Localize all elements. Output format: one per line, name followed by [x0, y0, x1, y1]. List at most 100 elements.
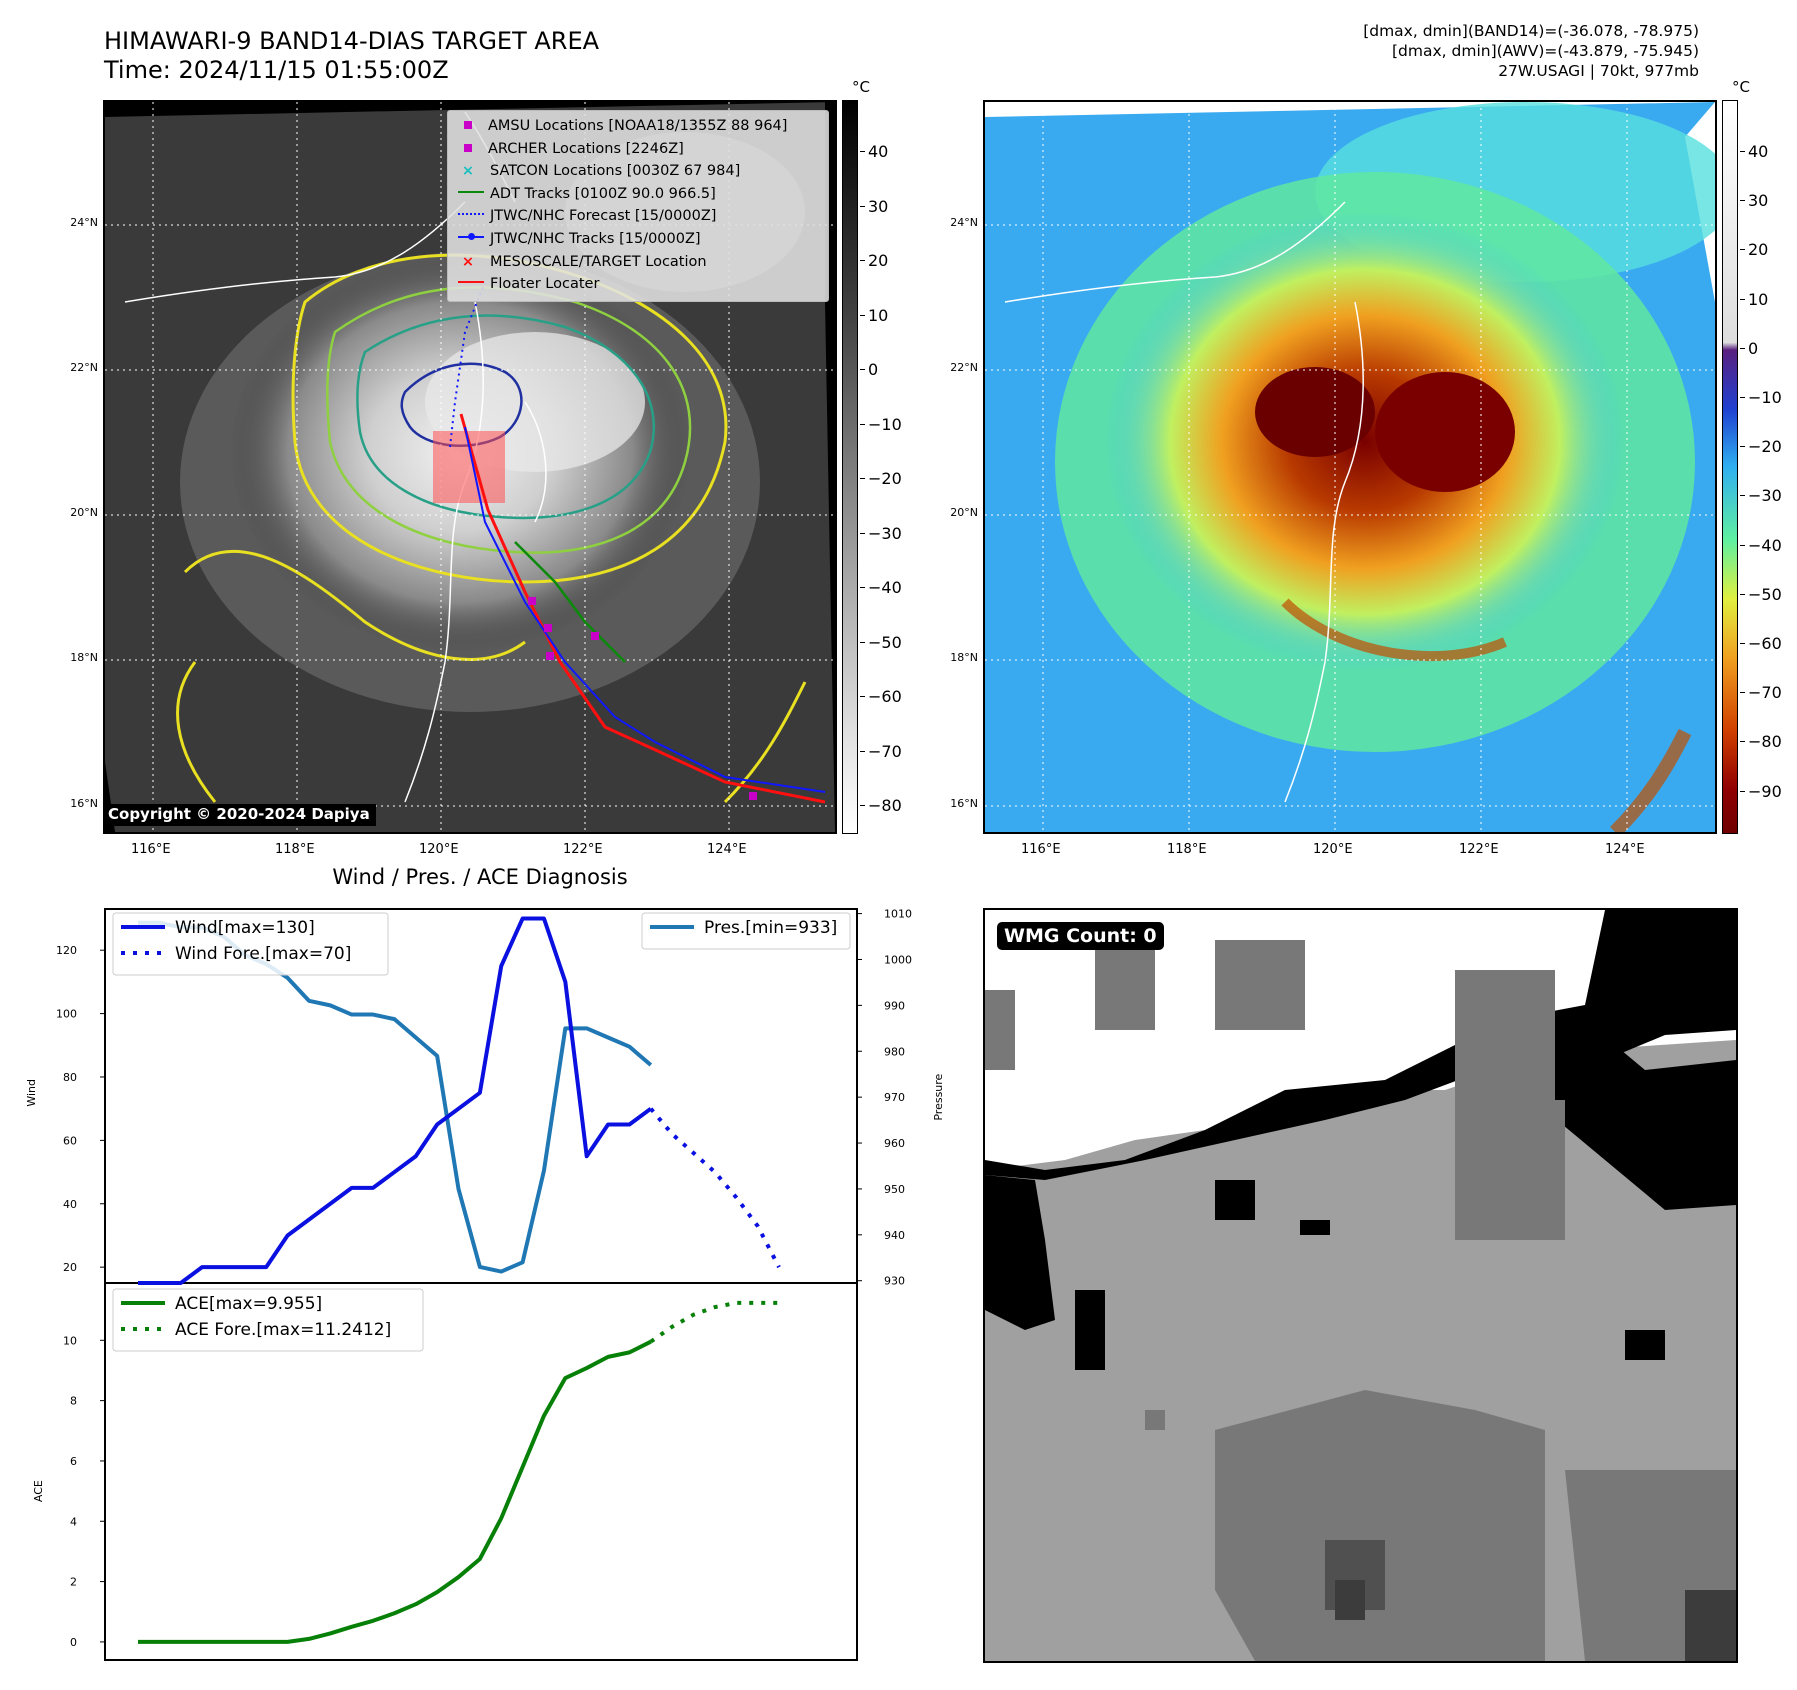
lon-label: 118°E — [1167, 842, 1207, 857]
legend-label: ACE Fore.[max=11.2412] — [175, 1320, 391, 1340]
wind-line — [138, 916, 652, 1285]
wind-forecast-line — [649, 1107, 781, 1269]
legend-archer: ARCHER Locations [2246Z] — [458, 138, 787, 161]
colorbar-tick — [1740, 249, 1745, 251]
ace-tick-label: 2 — [70, 1576, 77, 1589]
wmg-panel: WMG Count: 0 — [983, 908, 1738, 1663]
jtwc-track — [464, 426, 826, 793]
bottom-axes-frame — [104, 1282, 858, 1661]
colorbar-tick-label: −20 — [868, 469, 902, 488]
target-x-icon: × — [461, 253, 475, 270]
colorbar-tick-label: −30 — [868, 523, 902, 543]
line-dot-icon — [458, 232, 484, 240]
colorbar-tick — [860, 260, 865, 261]
lat-label: 24°N — [950, 216, 978, 229]
awv-lon-labels: 116°E 118°E 120°E 122°E 124°E — [983, 838, 1717, 858]
awv-imagery-panel — [983, 100, 1717, 834]
diagnosis-chart: 2040608010012093094095096097098099010001… — [25, 908, 945, 1661]
awv-lat-labels: 24°N 22°N 20°N 18°N 16°N — [920, 100, 980, 834]
lat-label: 18°N — [950, 651, 978, 664]
colorbar-tick — [1740, 347, 1745, 349]
colorbar-tick — [860, 696, 865, 697]
lat-label: 18°N — [70, 651, 98, 664]
legend-target-location: × MESOSCALE/TARGET Location — [458, 251, 787, 274]
lat-label: 16°N — [70, 797, 98, 810]
colorbar-tick — [1740, 200, 1745, 202]
lon-label: 124°E — [1605, 842, 1645, 857]
pressure-tick-label: 1010 — [884, 908, 912, 921]
floater-line-icon — [458, 281, 484, 284]
copyright-notice: Copyright © 2020-2024 Dapiya — [104, 804, 376, 826]
amsu-marker-icon — [464, 121, 472, 129]
colorbar-tick-label: −10 — [1748, 388, 1782, 407]
figure-title: HIMAWARI-9 BAND14-DIAS TARGET AREA — [104, 27, 600, 55]
legend-label: Pres.[min=933] — [704, 918, 837, 938]
adt-track — [514, 541, 626, 663]
ir-lon-labels: 116°E 118°E 120°E 122°E 124°E — [103, 838, 837, 858]
lon-label: 116°E — [131, 842, 171, 857]
legend-jtwc-forecast: JTWC/NHC Forecast [15/0000Z] — [458, 205, 787, 228]
lat-label: 22°N — [70, 361, 98, 374]
wmg-imagery — [985, 910, 1736, 1661]
colorbar-tick — [860, 205, 865, 207]
colorbar-tick-label: 10 — [868, 305, 889, 325]
colorbar-tick — [1740, 741, 1745, 743]
lat-label: 16°N — [950, 797, 978, 810]
archer-markers — [528, 597, 757, 800]
ace-tick-label: 6 — [70, 1455, 77, 1468]
pressure-tick-label: 980 — [884, 1045, 905, 1058]
colorbar-tick-label: −20 — [1748, 437, 1782, 457]
legend-label: Wind Fore.[max=70] — [175, 944, 351, 964]
wind-tick-label: 20 — [63, 1261, 77, 1274]
chart-legend-box — [641, 912, 851, 950]
dmax-awv: [dmax, dmin](AWV)=(-43.879, -75.945) — [1392, 42, 1699, 60]
colorbar-tick-label: 20 — [868, 251, 889, 270]
lon-label: 118°E — [275, 842, 315, 857]
legend-satcon: × SATCON Locations [0030Z 67 984] — [458, 160, 787, 183]
legend-floater: Floater Locater — [458, 273, 787, 296]
colorbar-tick — [1740, 544, 1745, 546]
pressure-tick-label: 970 — [884, 1091, 905, 1104]
pressure-tick-label: 930 — [884, 1275, 905, 1288]
lat-label: 20°N — [70, 506, 98, 519]
wind-axis-label: Wind — [25, 1079, 38, 1107]
legend-adt: ADT Tracks [0100Z 90.0 966.5] — [458, 183, 787, 206]
colorbar-tick — [1740, 446, 1745, 448]
ace-tick-label: 8 — [70, 1395, 77, 1408]
colorbar-tick — [860, 805, 865, 806]
legend-label: ACE[max=9.955] — [175, 1294, 322, 1314]
diagnosis-title: Wind / Pres. / ACE Diagnosis — [332, 865, 628, 889]
pressure-tick-label: 1000 — [884, 953, 912, 966]
ir-lat-labels: 24°N 22°N 20°N 18°N 16°N — [40, 100, 100, 834]
pressure-tick-label: 960 — [884, 1137, 905, 1150]
colorbar-tick-label: 10 — [1748, 289, 1769, 309]
lon-label: 120°E — [1313, 842, 1353, 857]
colorbar-tick-label: −10 — [868, 414, 902, 434]
legend-jtwc-tracks: JTWC/NHC Tracks [15/0000Z] — [458, 228, 787, 251]
colorbar-tick — [1740, 692, 1745, 694]
colorbar-tick-label: −90 — [1748, 781, 1782, 801]
awv-imagery — [985, 102, 1715, 832]
colorbar-tick — [860, 314, 865, 316]
wmg-count-badge: WMG Count: 0 — [997, 922, 1164, 950]
lon-label: 122°E — [563, 842, 603, 857]
ace-forecast-line — [649, 1300, 779, 1344]
awv-colorbar-unit: °C — [1732, 78, 1750, 96]
colorbar-tick — [1740, 495, 1745, 497]
floater-track — [459, 413, 826, 804]
colorbar-tick — [1740, 790, 1745, 792]
ace-tick-label: 0 — [70, 1636, 77, 1649]
legend-amsu: AMSU Locations [NOAA18/1355Z 88 964] — [458, 115, 787, 138]
colorbar-tick-label: −60 — [868, 687, 902, 706]
ir-colorbar-ticks: 40 30 20 10 0 −10 −20 −30 −40 −50 −60 −70 −80 — [860, 100, 920, 834]
ace-tick-label: 4 — [70, 1515, 77, 1528]
chart-legend-box — [112, 912, 389, 976]
pressure-tick-label: 940 — [884, 1229, 905, 1242]
colorbar-tick — [1740, 298, 1745, 300]
dmax-band14: [dmax, dmin](BAND14)=(-36.078, -78.975) — [1363, 22, 1699, 40]
wind-tick-label: 60 — [63, 1134, 77, 1147]
colorbar-tick-label: 40 — [1748, 142, 1769, 161]
archer-marker-icon — [464, 143, 472, 152]
colorbar-tick-label: −50 — [868, 632, 902, 652]
colorbar-tick-label: −70 — [1748, 683, 1782, 703]
